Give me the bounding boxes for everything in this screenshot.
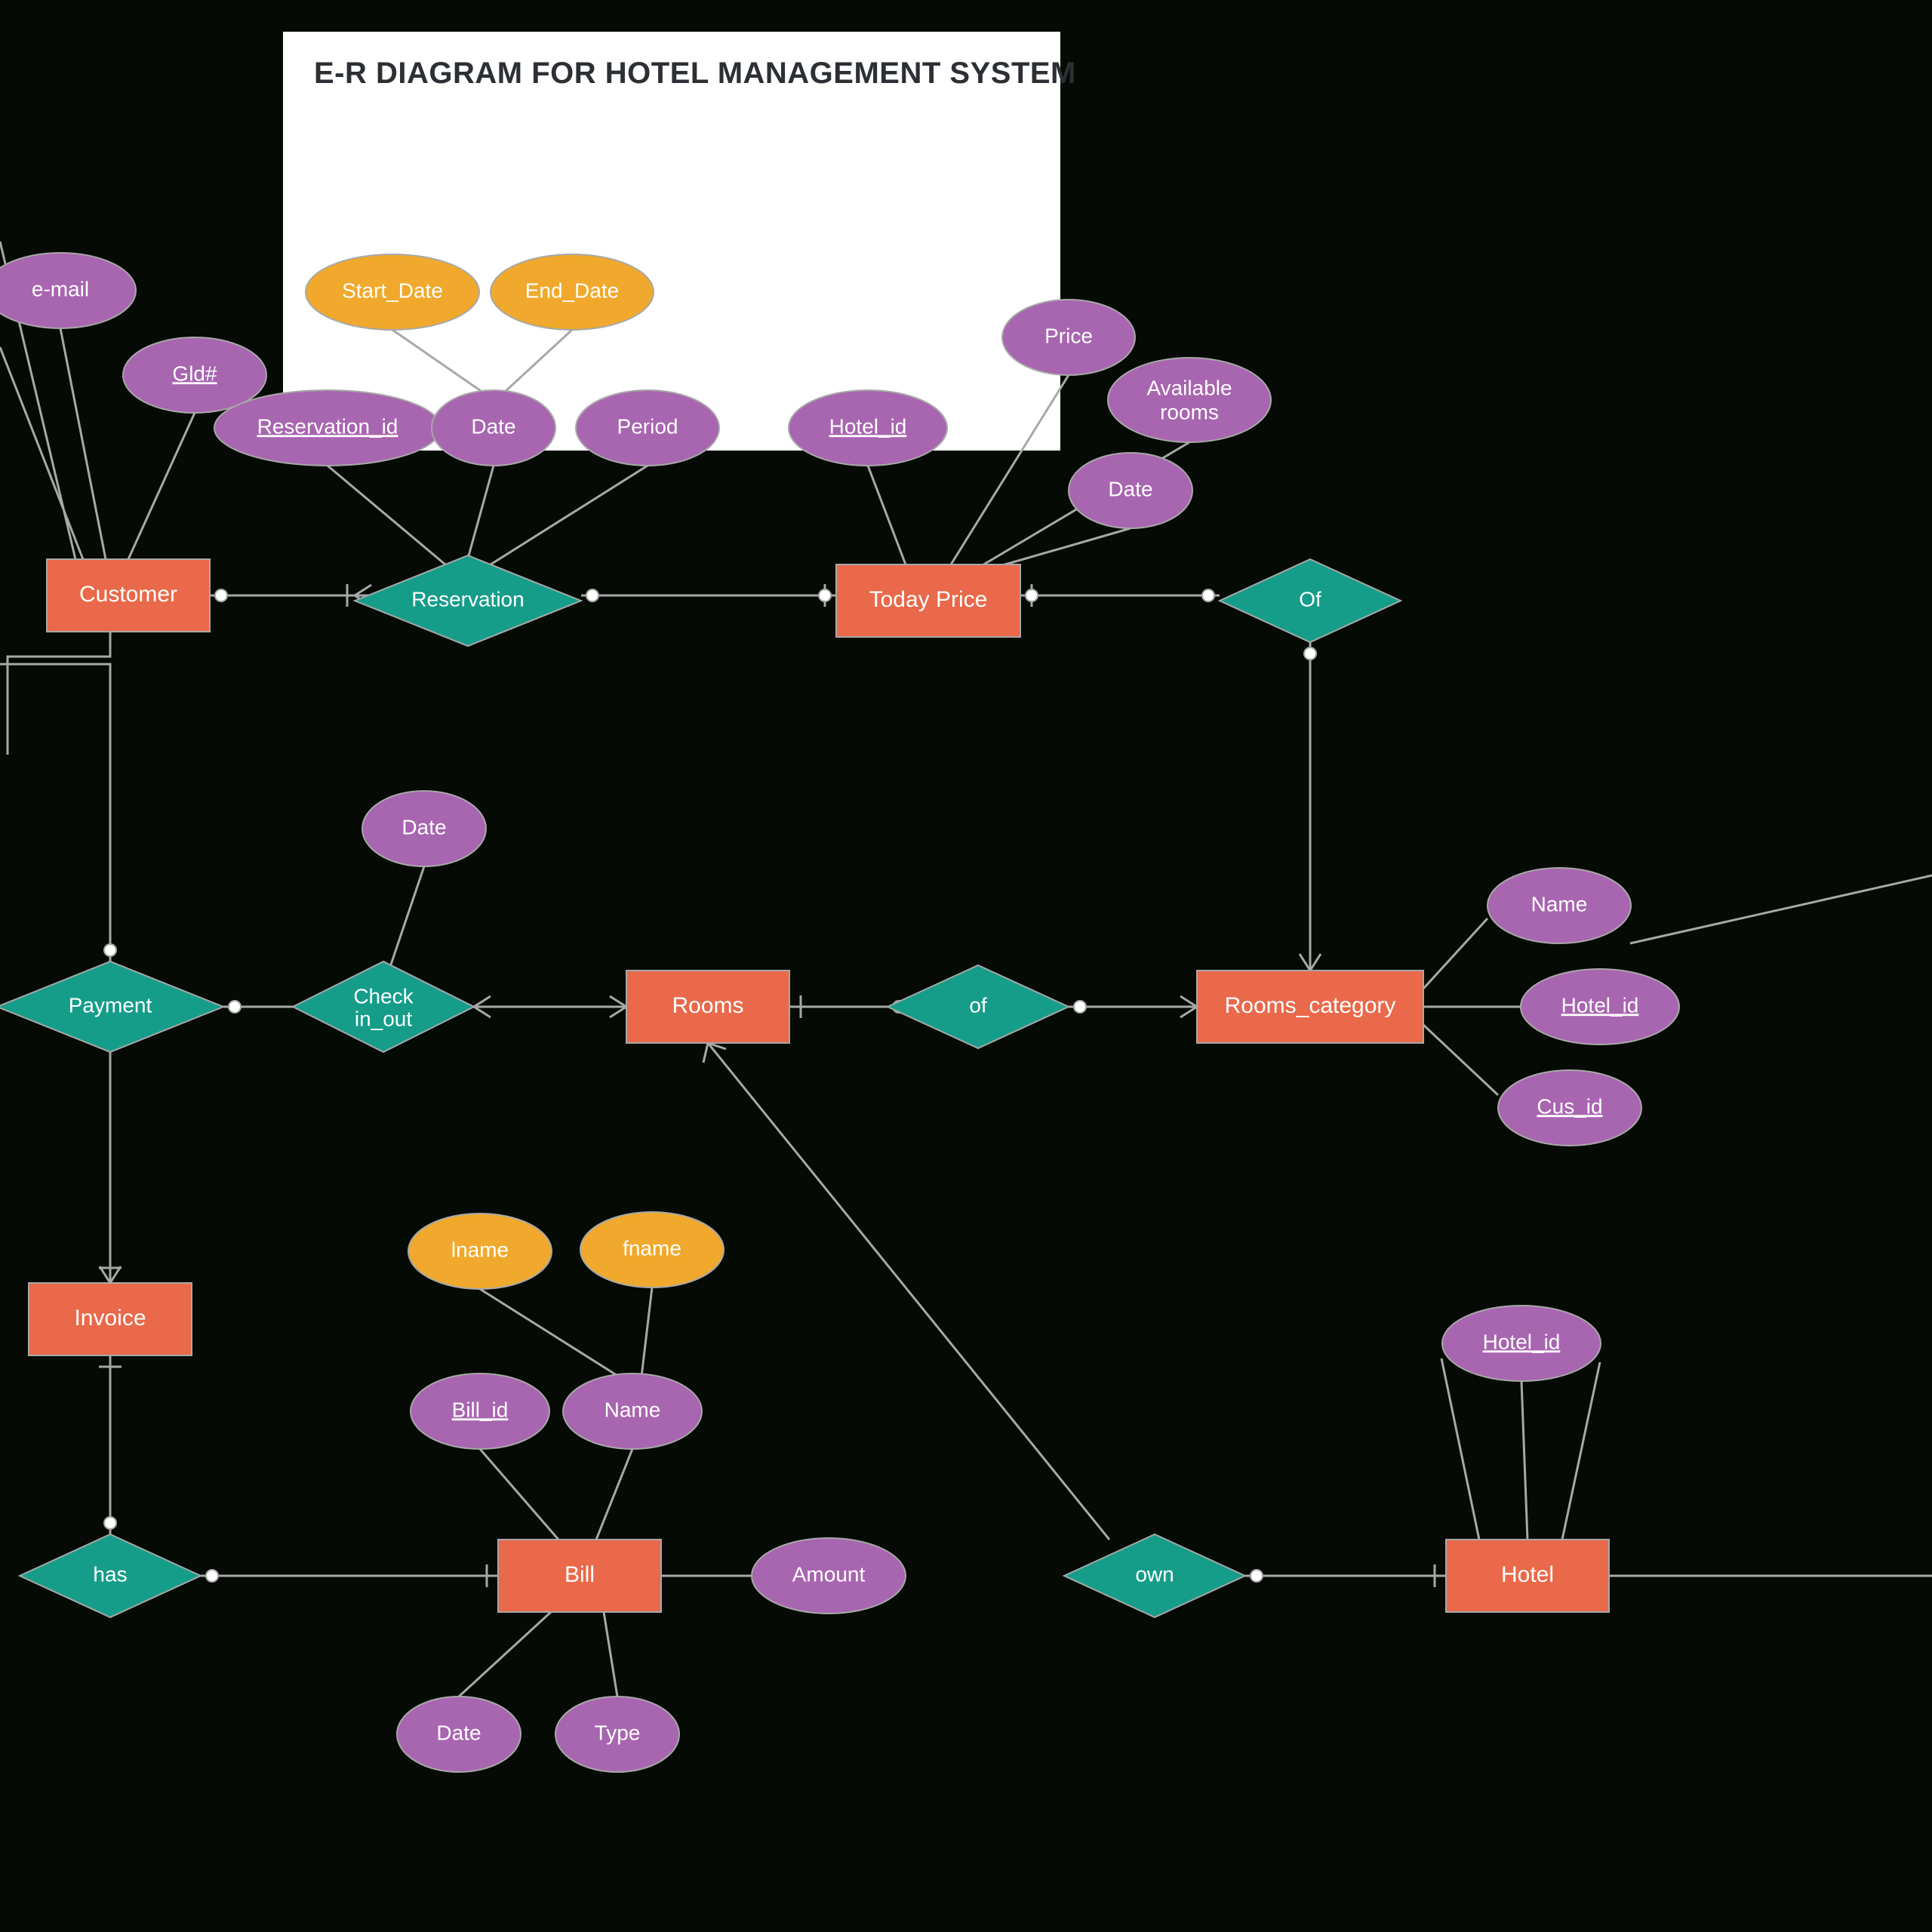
attr-hotelid_rc: Hotel_id — [1521, 969, 1679, 1044]
svg-text:Amount: Amount — [792, 1562, 866, 1586]
er-diagram: E-R DIAGRAM FOR HOTEL MANAGEMENT SYSTEM e… — [0, 0, 1932, 1932]
svg-text:Date: Date — [401, 815, 446, 838]
attr-period: Period — [576, 390, 719, 466]
title-box — [283, 32, 1060, 451]
svg-text:Price: Price — [1044, 324, 1093, 347]
attr-fname: fname — [580, 1212, 724, 1287]
svg-text:Rooms: Rooms — [672, 993, 743, 1018]
svg-text:has: has — [93, 1562, 127, 1586]
entity-roomscategory: Rooms_category — [1197, 971, 1423, 1043]
cardinality-dot — [104, 1517, 116, 1529]
attr-name_bill: Name — [563, 1374, 702, 1449]
attr-hotelid_h: Hotel_id — [1442, 1306, 1601, 1381]
svg-text:Date: Date — [1108, 477, 1152, 500]
svg-text:Rooms_category: Rooms_category — [1225, 993, 1396, 1018]
attr-startdate: Start_Date — [306, 254, 479, 330]
svg-text:Gld#: Gld# — [172, 361, 217, 385]
svg-text:Hotel_id: Hotel_id — [829, 414, 907, 438]
attr-date2: Date — [1069, 453, 1192, 528]
cardinality-dot — [206, 1570, 218, 1582]
svg-text:Hotel_id: Hotel_id — [1561, 993, 1639, 1017]
attr-email: e-mail — [0, 253, 136, 328]
attr-resid: Reservation_id — [214, 390, 441, 466]
attr-name_rc: Name — [1487, 868, 1631, 943]
svg-text:in_out: in_out — [355, 1007, 413, 1030]
cardinality-dot — [215, 589, 227, 601]
cardinality-dot — [1304, 648, 1316, 660]
cardinality-dot — [1074, 1001, 1086, 1013]
attr-date3: Date — [362, 791, 486, 866]
entity-rooms: Rooms — [626, 971, 789, 1043]
svg-text:Name: Name — [605, 1398, 661, 1421]
svg-text:Cus_id: Cus_id — [1537, 1094, 1602, 1118]
cardinality-dot — [1202, 589, 1214, 601]
cardinality-dot — [819, 589, 831, 601]
attr-enddate: End_Date — [491, 254, 654, 330]
entity-bill: Bill — [498, 1540, 661, 1612]
svg-text:Check: Check — [353, 984, 414, 1008]
cardinality-dot — [1251, 1570, 1263, 1582]
svg-text:e-mail: e-mail — [32, 277, 89, 300]
attr-lname: lname — [408, 1214, 552, 1289]
cardinality-dot — [586, 589, 598, 601]
attr-date1: Date — [432, 390, 555, 466]
attr-price: Price — [1002, 300, 1135, 375]
svg-text:Payment: Payment — [69, 993, 152, 1017]
svg-text:Hotel_id: Hotel_id — [1483, 1330, 1561, 1353]
svg-text:lname: lname — [451, 1238, 509, 1261]
svg-text:End_Date: End_Date — [525, 278, 620, 302]
svg-text:fname: fname — [623, 1236, 681, 1260]
svg-text:Reservation: Reservation — [411, 587, 524, 611]
svg-text:Start_Date: Start_Date — [342, 278, 443, 302]
svg-text:Bill_id: Bill_id — [452, 1398, 509, 1421]
svg-text:Type: Type — [595, 1721, 641, 1744]
svg-text:Today Price: Today Price — [869, 587, 988, 612]
svg-text:rooms: rooms — [1160, 400, 1219, 423]
svg-text:Available: Available — [1146, 376, 1232, 399]
cardinality-dot — [229, 1001, 241, 1013]
svg-text:Of: Of — [1299, 587, 1321, 611]
svg-text:Date: Date — [471, 414, 515, 438]
attr-amount: Amount — [752, 1538, 906, 1614]
attr-hotelid1: Hotel_id — [789, 390, 947, 466]
entity-hotel: Hotel — [1446, 1540, 1609, 1612]
svg-text:Customer: Customer — [79, 582, 177, 607]
attr-avail: Availablerooms — [1108, 358, 1271, 442]
svg-text:Name: Name — [1531, 892, 1588, 915]
svg-text:Hotel: Hotel — [1501, 1562, 1554, 1587]
attr-type_bill: Type — [555, 1697, 679, 1772]
svg-text:Period: Period — [617, 414, 678, 438]
attr-billid: Bill_id — [411, 1374, 549, 1449]
entity-customer: Customer — [47, 559, 210, 632]
svg-text:of: of — [969, 993, 987, 1017]
attr-cusid: Cus_id — [1498, 1070, 1641, 1146]
cardinality-dot — [104, 944, 116, 956]
svg-text:Bill: Bill — [565, 1562, 595, 1587]
diagram-title: E-R DIAGRAM FOR HOTEL MANAGEMENT SYSTEM — [314, 57, 1076, 90]
entity-todayprice: Today Price — [836, 565, 1020, 637]
svg-text:Invoice: Invoice — [74, 1306, 146, 1331]
svg-text:Date: Date — [436, 1721, 481, 1744]
cardinality-dot — [1026, 589, 1038, 601]
svg-text:Reservation_id: Reservation_id — [257, 414, 398, 438]
svg-text:own: own — [1135, 1562, 1174, 1586]
entity-invoice: Invoice — [29, 1283, 192, 1355]
attr-date_bill: Date — [397, 1697, 521, 1772]
